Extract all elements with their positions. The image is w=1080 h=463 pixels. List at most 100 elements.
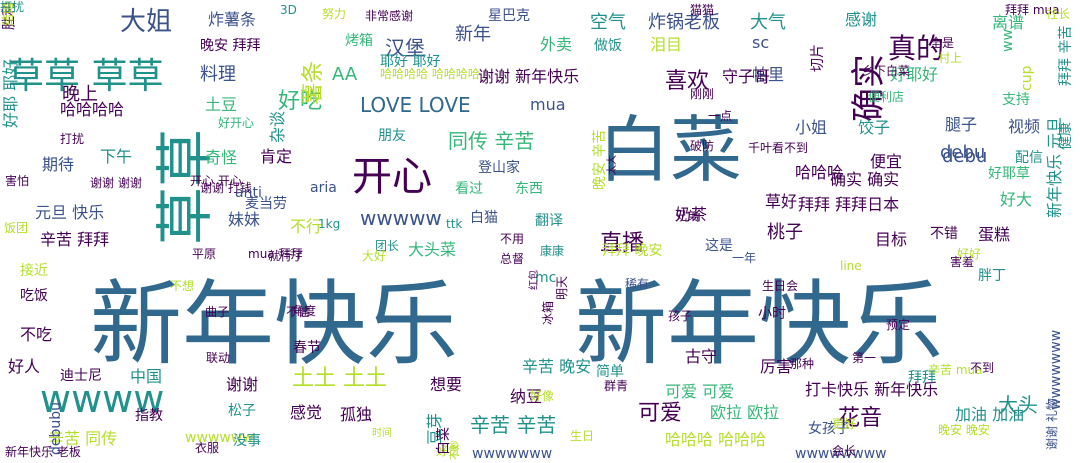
cloud-word: 晚上 <box>62 84 98 105</box>
cloud-word: 打扰 <box>60 132 84 146</box>
cloud-word: 兄弟 <box>675 209 699 223</box>
cloud-word: 会长 <box>832 444 856 458</box>
cloud-word: 就行了 <box>268 249 304 263</box>
cloud-word: 不行 <box>290 217 322 236</box>
cloud-word: 真的 <box>888 32 944 65</box>
cloud-word: 草草 草草 <box>8 56 163 97</box>
cloud-word: 视频 <box>1008 117 1040 136</box>
cloud-word: 泪目 <box>650 35 682 54</box>
cloud-word: 登山家 <box>478 159 520 176</box>
cloud-word: 直播 <box>600 231 644 256</box>
cloud-word: 哈哈哈哈 <box>60 100 124 119</box>
cloud-word: 蛋糕 <box>978 225 1010 244</box>
cloud-word: 猫猫 <box>690 3 714 17</box>
cloud-word: 切片 <box>810 44 826 72</box>
cloud-word: 目标 <box>875 230 907 249</box>
cloud-word: 想要 <box>430 375 462 394</box>
cloud-word: debu <box>942 146 987 167</box>
cloud-word: 大头 <box>998 393 1038 417</box>
cloud-word: wwwww <box>360 206 442 230</box>
cloud-word: 奶茶 <box>675 205 707 224</box>
cloud-word: 好耶好 <box>890 65 938 84</box>
cloud-word: 加油 加油 <box>955 405 1024 424</box>
cloud-word: 全是 <box>930 35 954 50</box>
cloud-word: 晚安 晚安 <box>938 422 990 437</box>
cloud-word: 白菜 <box>598 108 742 192</box>
cloud-word: 乡下白菜 <box>862 63 910 78</box>
cloud-word: wwww <box>40 377 164 421</box>
cloud-word: 辛苦 辛苦 <box>470 413 556 437</box>
cloud-word: 哈哈哈 <box>795 163 843 182</box>
cloud-word: 好耶草 <box>988 166 1030 182</box>
cloud-word: 新年快乐 元旦 <box>1045 117 1064 218</box>
cloud-word: 大头菜 <box>408 240 456 259</box>
cloud-word: 好大 <box>1000 190 1032 209</box>
cloud-word: 妹妹 <box>228 210 260 229</box>
cloud-word: 空气 <box>590 12 626 33</box>
cloud-word: 炸薯条 <box>208 10 256 29</box>
cloud-word: 明天 <box>555 276 569 300</box>
cloud-word: 中国 <box>130 367 162 386</box>
cloud-word: 不吃 <box>20 325 52 344</box>
cloud-word: 星巴克 <box>488 8 530 24</box>
cloud-word: 女孩子 <box>808 420 850 437</box>
cloud-word: 太大 <box>605 155 618 175</box>
cloud-word: 红包 <box>527 270 540 290</box>
cloud-word: 孤独 <box>340 405 372 424</box>
cloud-word: sc <box>752 33 769 52</box>
cloud-word: 元旦 快乐 <box>35 203 104 222</box>
cloud-word: 1kg <box>318 217 340 231</box>
cloud-word: 古守 <box>685 347 717 366</box>
cloud-word: debubu <box>48 402 64 455</box>
cloud-word: 汉堡 <box>385 36 425 60</box>
cloud-word: line <box>840 259 862 273</box>
cloud-word: 谢谢 新年快乐 <box>478 67 579 86</box>
cloud-word: 害羞 <box>950 254 974 269</box>
cloud-word: 辛苦 同传 <box>48 429 117 448</box>
cloud-word: 白猫 <box>470 210 498 226</box>
cloud-word: 不用 <box>500 232 524 246</box>
cloud-word: 做饭 <box>594 38 622 54</box>
cloud-word: mua 拜拜 <box>248 247 302 261</box>
cloud-word: 期待 <box>42 155 74 174</box>
cloud-word: 胜利 <box>2 2 18 30</box>
cloud-word: 不错 <box>930 226 958 242</box>
cloud-word: 非常感谢 <box>365 8 413 23</box>
cloud-word: 土豆 <box>205 95 237 114</box>
cloud-word: 冰箱 <box>540 301 555 325</box>
cloud-word: 厉害 <box>760 357 792 376</box>
cloud-word: 好贵 <box>436 444 460 458</box>
cloud-word: 便宜 <box>870 152 902 171</box>
cloud-word: 晚安 辛苦 <box>592 130 608 190</box>
cloud-word: 新年 <box>455 24 491 45</box>
cloud-word: 刚刚 <box>690 87 714 101</box>
cloud-word: 拜拜 晚安 <box>602 243 662 259</box>
cloud-word: 杂谈 <box>268 111 287 143</box>
cloud-word: 确实 <box>849 54 889 122</box>
cloud-word: 肯定 <box>260 147 292 166</box>
cloud-word: 这是 <box>705 237 733 254</box>
cloud-word: 村上 <box>938 51 962 65</box>
cloud-word: 好像 <box>530 389 554 403</box>
cloud-word: 衣服 <box>195 440 219 455</box>
cloud-word: anti <box>235 185 262 201</box>
cloud-word: 角度 <box>292 303 316 318</box>
cloud-word: 指教 <box>135 408 163 424</box>
cloud-word: 朋友 <box>378 128 406 144</box>
cloud-word: 饺子 <box>858 118 890 137</box>
cloud-word: 新年快乐 <box>575 271 943 378</box>
cloud-word: 孩子 <box>668 309 692 323</box>
cloud-word: cup <box>1019 65 1035 91</box>
cloud-word: 不想 <box>170 278 194 293</box>
cloud-word: 接近 <box>20 262 48 279</box>
cloud-word: 拜拜 <box>908 370 936 386</box>
cloud-word: 迪士尼 <box>60 368 102 384</box>
cloud-word: 土土 土土 <box>292 366 387 391</box>
cloud-word: 下午 <box>100 147 132 166</box>
cloud-word: 小时 <box>758 306 786 322</box>
cloud-word: 花音 <box>838 406 882 431</box>
cloud-word: 好人 <box>8 357 40 376</box>
cloud-word: debu <box>940 142 985 163</box>
cloud-word: 平原 <box>192 247 216 261</box>
